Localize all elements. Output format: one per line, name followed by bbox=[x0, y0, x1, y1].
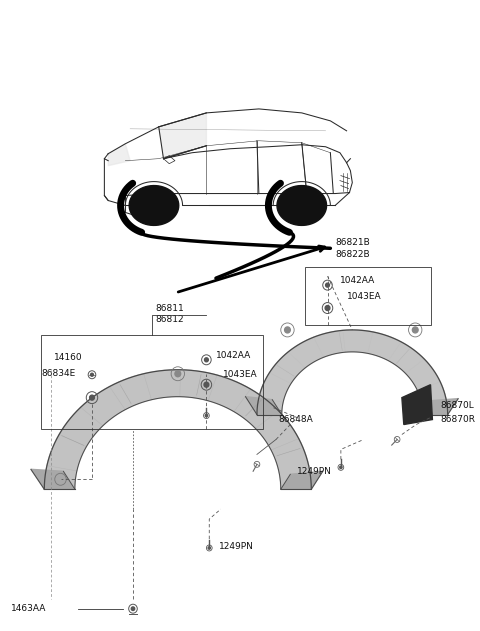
Bar bbox=[41, 335, 263, 430]
Polygon shape bbox=[423, 399, 458, 415]
Polygon shape bbox=[129, 186, 179, 225]
Circle shape bbox=[208, 547, 210, 549]
Text: 86821B: 86821B bbox=[335, 238, 370, 247]
Circle shape bbox=[325, 283, 329, 287]
Circle shape bbox=[90, 395, 95, 400]
Polygon shape bbox=[277, 186, 326, 225]
Text: 86811: 86811 bbox=[156, 304, 185, 312]
Polygon shape bbox=[281, 471, 323, 489]
Circle shape bbox=[204, 382, 209, 387]
Text: 14160: 14160 bbox=[54, 353, 83, 362]
Circle shape bbox=[325, 305, 330, 310]
Text: 1042AA: 1042AA bbox=[216, 351, 251, 360]
Text: 86834E: 86834E bbox=[41, 369, 76, 378]
Bar bbox=[305, 267, 431, 325]
Polygon shape bbox=[257, 330, 448, 415]
Text: 1249PN: 1249PN bbox=[219, 543, 254, 551]
Polygon shape bbox=[402, 385, 432, 425]
Polygon shape bbox=[44, 370, 312, 489]
Circle shape bbox=[204, 358, 208, 362]
Text: 86812: 86812 bbox=[156, 316, 184, 324]
Text: 1042AA: 1042AA bbox=[340, 276, 375, 285]
Circle shape bbox=[340, 466, 342, 469]
Circle shape bbox=[175, 371, 180, 377]
Circle shape bbox=[131, 607, 135, 611]
Text: 1043EA: 1043EA bbox=[347, 292, 381, 300]
Text: 86848A: 86848A bbox=[278, 415, 312, 424]
Text: 1249PN: 1249PN bbox=[297, 467, 332, 476]
Circle shape bbox=[205, 415, 207, 416]
Text: 86822B: 86822B bbox=[335, 250, 370, 259]
Circle shape bbox=[285, 327, 290, 333]
Text: 1463AA: 1463AA bbox=[11, 604, 46, 613]
Text: 86870L: 86870L bbox=[440, 401, 474, 410]
Text: 86870R: 86870R bbox=[440, 415, 475, 424]
Polygon shape bbox=[31, 469, 75, 489]
Polygon shape bbox=[108, 144, 130, 166]
Circle shape bbox=[91, 374, 94, 376]
Polygon shape bbox=[245, 397, 282, 415]
Polygon shape bbox=[159, 113, 206, 158]
Circle shape bbox=[412, 327, 418, 333]
Text: 1043EA: 1043EA bbox=[223, 370, 257, 379]
